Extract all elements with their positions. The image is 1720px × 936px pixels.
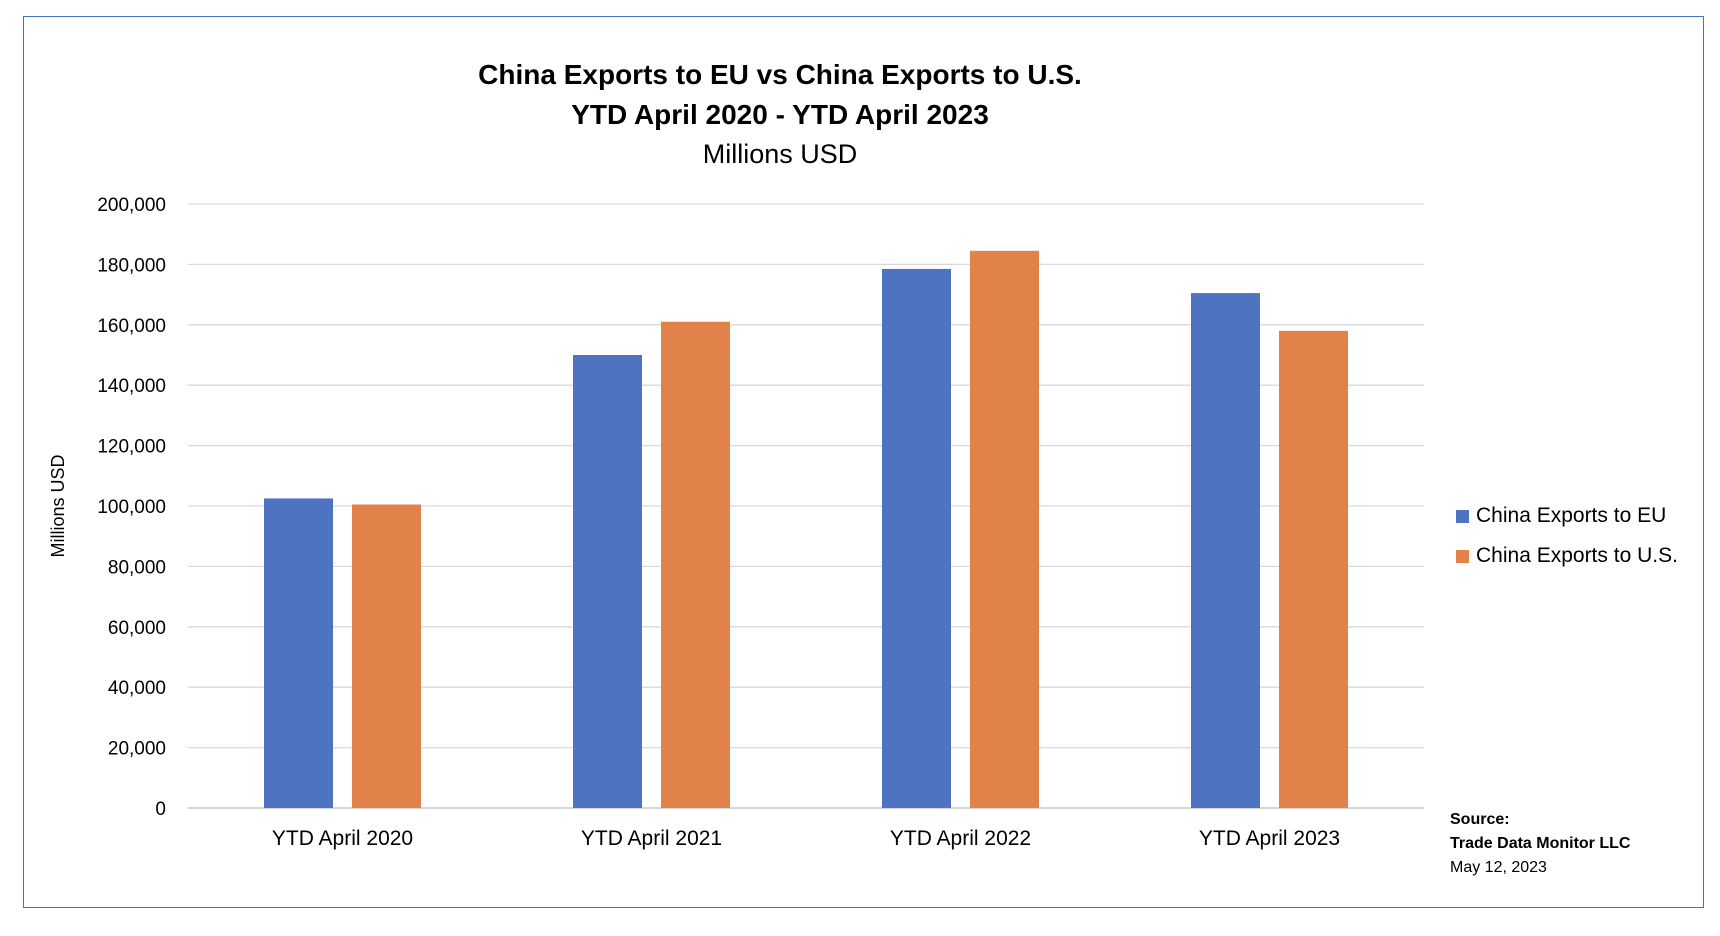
chart-frame [23, 16, 1704, 908]
bar-eu [264, 498, 333, 808]
y-tick-label: 0 [155, 799, 166, 820]
x-tick-label: YTD April 2020 [272, 827, 413, 850]
x-tick-label: YTD April 2021 [581, 827, 722, 850]
bar-eu [1191, 293, 1260, 809]
legend-item-eu: China Exports to EU [1456, 496, 1678, 536]
y-tick-label: 20,000 [108, 739, 166, 760]
legend-swatch-eu [1456, 509, 1469, 523]
source-note: Source: Trade Data Monitor LLC May 12, 2… [1450, 808, 1630, 880]
y-axis-title: Millions USD [48, 454, 68, 557]
bar-us [1279, 330, 1348, 808]
y-tick-label: 80,000 [108, 557, 166, 578]
chart-units: Millions USD [702, 139, 858, 169]
y-tick-label: 140,000 [97, 376, 166, 397]
title-block: China Exports to EU vs China Exports to … [0, 55, 1560, 173]
y-tick-label: 200,000 [97, 195, 166, 216]
bar-eu [573, 355, 642, 808]
x-tick-label: YTD April 2023 [1199, 827, 1340, 850]
x-tick-label: YTD April 2022 [890, 827, 1031, 850]
legend-label-us: China Exports to U.S. [1476, 544, 1678, 567]
legend-item-us: China Exports to U.S. [1456, 536, 1678, 576]
y-tick-label: 40,000 [108, 678, 166, 699]
y-tick-label: 60,000 [108, 618, 166, 639]
legend: China Exports to EU China Exports to U.S… [1456, 496, 1678, 576]
y-tick-label: 180,000 [97, 255, 166, 276]
source-org: Trade Data Monitor LLC [1450, 835, 1631, 852]
source-label: Source: [1450, 811, 1510, 828]
legend-swatch-us [1456, 549, 1469, 563]
chart-subtitle: YTD April 2020 - YTD April 2023 [571, 99, 989, 130]
bar-eu [882, 268, 951, 808]
bar-us [970, 250, 1039, 808]
bar-us [661, 321, 730, 808]
legend-label-eu: China Exports to EU [1476, 504, 1667, 527]
source-date: May 12, 2023 [1450, 859, 1547, 876]
y-tick-label: 100,000 [97, 497, 166, 518]
bar-us [352, 504, 421, 808]
y-tick-label: 160,000 [97, 316, 166, 337]
y-tick-label: 120,000 [97, 437, 166, 458]
chart-title: China Exports to EU vs China Exports to … [478, 59, 1082, 90]
